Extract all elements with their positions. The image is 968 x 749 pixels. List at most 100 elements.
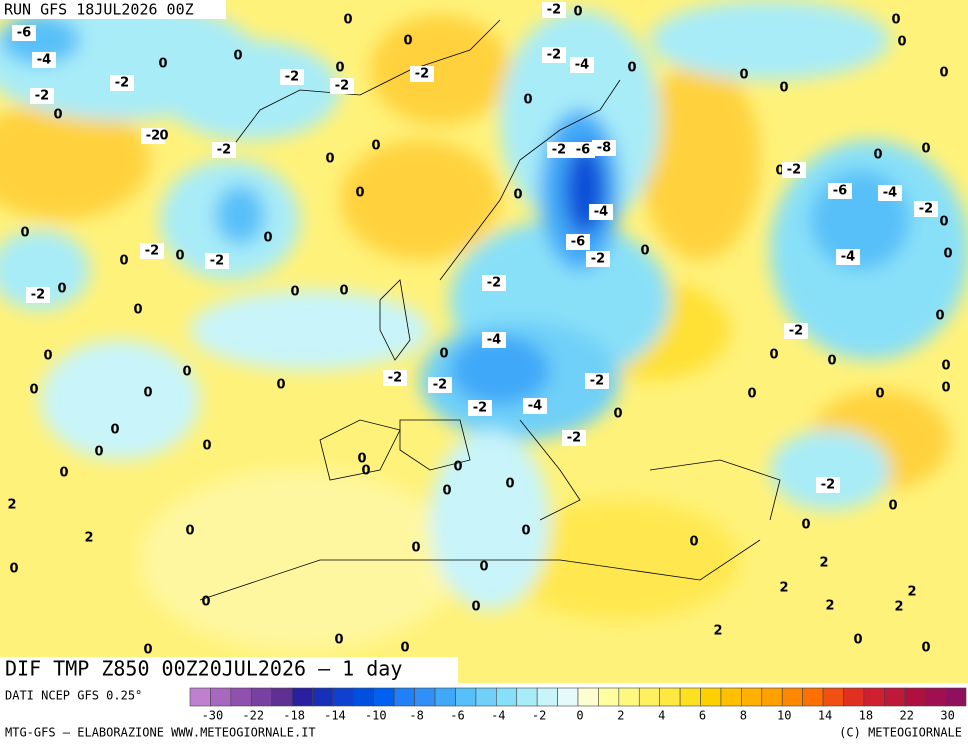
scale-swatch <box>496 687 518 707</box>
contour-label: 0 <box>357 452 366 467</box>
scale-tick-label: -30 <box>202 709 224 723</box>
contour-label: -6 <box>576 143 590 158</box>
label-box <box>30 88 54 104</box>
contour-label: -2 <box>31 288 45 303</box>
scale-swatch <box>230 687 252 707</box>
contour-label: 0 <box>343 13 352 28</box>
label-box <box>589 204 613 220</box>
label-box <box>482 275 506 291</box>
contour-label: 0 <box>943 247 952 262</box>
scale-swatch <box>557 687 579 707</box>
contour-label: 0 <box>182 365 191 380</box>
scale-swatch <box>924 687 946 707</box>
contour-label: 0 <box>158 57 167 72</box>
map-title: DIF TMP Z850 00Z20JUL2026 – 1 day <box>5 657 402 681</box>
contour-label: 0 <box>939 66 948 81</box>
contour-label: 2 <box>819 556 828 571</box>
label-box <box>523 398 547 414</box>
scale-swatch <box>250 687 272 707</box>
label-box <box>914 201 938 217</box>
contour-label: -2 <box>821 478 835 493</box>
contour-label: 0 <box>20 226 29 241</box>
contour-label: 0 <box>59 466 68 481</box>
scale-tick-label: 0 <box>576 709 583 723</box>
contour-label: 0 <box>185 524 194 539</box>
contour-label: -2 <box>415 67 429 82</box>
scale-swatch <box>353 687 375 707</box>
label-box <box>140 243 164 259</box>
scale-tick-label: -8 <box>409 709 423 723</box>
contour-label: 0 <box>400 641 409 656</box>
contour-label: 0 <box>263 231 272 246</box>
label-box <box>330 78 354 94</box>
contour-label: -4 <box>883 186 897 201</box>
label-box <box>816 477 840 493</box>
contour-label: 0 <box>143 386 152 401</box>
contour-label: 0 <box>747 387 756 402</box>
contour-label: 0 <box>888 499 897 514</box>
contour-label: -2 <box>567 431 581 446</box>
contour-label: 2 <box>84 531 93 546</box>
scale-tick-label: 22 <box>900 709 914 723</box>
contour-label: 0 <box>891 13 900 28</box>
contour-label: 0 <box>627 61 636 76</box>
contour-label: -2 <box>115 76 129 91</box>
contour-label: -4 <box>841 250 855 265</box>
contour-label: 0 <box>361 464 370 479</box>
contour-label: 0 <box>339 284 348 299</box>
contour-label: 0 <box>827 354 836 369</box>
contour-label: 0 <box>921 641 930 656</box>
scale-swatch <box>210 687 232 707</box>
label-box <box>428 377 452 393</box>
label-box <box>542 47 566 63</box>
scale-tick-label: 30 <box>940 709 954 723</box>
scale-tick-label: -14 <box>324 709 346 723</box>
label-box <box>784 323 808 339</box>
contour-label: -2 <box>433 378 447 393</box>
contour-label: 0 <box>290 285 299 300</box>
scale-swatch <box>761 687 783 707</box>
label-box <box>383 370 407 386</box>
contour-label: 0 <box>335 61 344 76</box>
contour-label: 0 <box>53 108 62 123</box>
label-box <box>571 142 595 158</box>
label-box <box>482 332 506 348</box>
scale-swatch <box>618 687 640 707</box>
contour-label: -2 <box>590 374 604 389</box>
contour-label: 0 <box>779 81 788 96</box>
scale-tick-label: 14 <box>818 709 832 723</box>
contour-label: 0 <box>873 148 882 163</box>
contour-label: 0 <box>775 164 784 179</box>
coastlines <box>199 19 781 601</box>
contour-label: -2 <box>591 252 605 267</box>
contour-label: 0 <box>939 215 948 230</box>
contour-label: -4 <box>37 53 51 68</box>
credit: MTG-GFS – ELABORAZIONE WWW.METEOGIORNALE… <box>5 726 316 740</box>
contour-label: 0 <box>941 381 950 396</box>
contour-label: 0 <box>143 643 152 658</box>
contour-label: 0 <box>175 249 184 264</box>
source-label: DATI NCEP GFS 0.25° <box>5 689 142 703</box>
contour-label: -6 <box>571 235 585 250</box>
contour-label: -4 <box>594 205 608 220</box>
contour-label: -2 <box>919 202 933 217</box>
label-box <box>280 69 304 85</box>
scale-swatch <box>843 687 865 707</box>
contour-label: 0 <box>371 139 380 154</box>
contour-label: -2 <box>473 401 487 416</box>
scale-swatch <box>332 687 354 707</box>
scale-swatch <box>536 687 558 707</box>
title-box <box>0 657 458 683</box>
contour-label: 0 <box>355 186 364 201</box>
contour-label: 0 <box>439 347 448 362</box>
contour-label: 2 <box>7 498 16 513</box>
contour-label: 0 <box>201 595 210 610</box>
label-box <box>878 185 902 201</box>
contour-label: 0 <box>479 560 488 575</box>
label-box <box>586 251 610 267</box>
label-box <box>562 430 586 446</box>
contour-label: -6 <box>833 184 847 199</box>
